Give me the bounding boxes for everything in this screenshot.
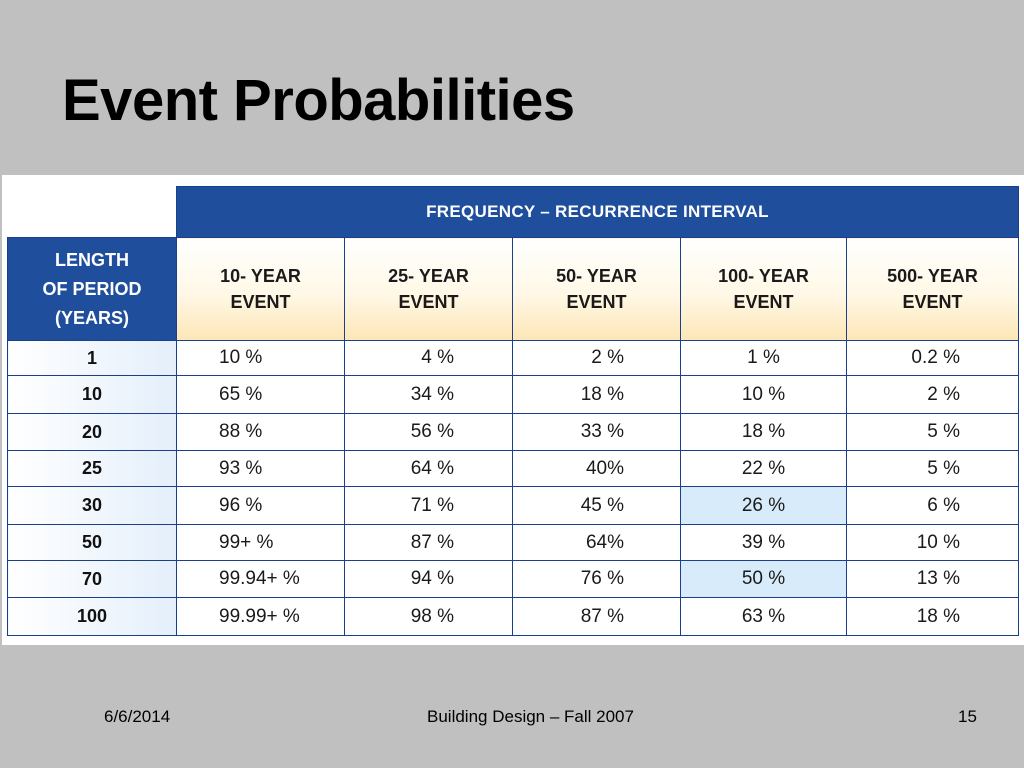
column-header-line: EVENT [230, 292, 291, 312]
probability-cell: 88 % [176, 413, 345, 451]
table-row: 50 99+ % 87 % 64% 39 % 10 % [7, 524, 1019, 561]
table-row: 30 96 % 71 % 45 % 26 % 6 % [7, 486, 1019, 525]
column-header-row: LENGTH OF PERIOD (YEARS) 10- YEAR EVENT 25… [7, 237, 1019, 341]
probability-cell: 13 % [846, 560, 1019, 598]
probability-cell: 99.99+ % [176, 597, 345, 636]
column-header-line: 500- YEAR [887, 266, 978, 286]
probability-cell: 63 % [680, 597, 847, 636]
column-header-line: 25- YEAR [388, 266, 469, 286]
table-row: 1 10 % 4 % 2 % 1 % 0.2 % [7, 340, 1019, 376]
probability-cell: 33 % [512, 413, 681, 451]
period-cell: 30 [7, 486, 177, 525]
table-row: 100 99.99+ % 98 % 87 % 63 % 18 % [7, 597, 1019, 636]
table-row: 70 99.94+ % 94 % 76 % 50 % 13 % [7, 560, 1019, 598]
period-cell: 100 [7, 597, 177, 636]
probability-cell: 18 % [680, 413, 847, 451]
probability-cell: 10 % [176, 340, 345, 376]
probability-cell: 50 % [680, 560, 847, 598]
probability-cell: 10 % [846, 524, 1019, 561]
probability-cell: 45 % [512, 486, 681, 525]
length-of-period-header: LENGTH OF PERIOD (YEARS) [7, 237, 177, 341]
probability-cell: 87 % [344, 524, 513, 561]
probability-cell: 18 % [846, 597, 1019, 636]
probability-cell: 76 % [512, 560, 681, 598]
page-number: 15 [958, 707, 977, 726]
probability-cell: 10 % [680, 375, 847, 414]
probability-cell: 18 % [512, 375, 681, 414]
period-cell: 25 [7, 450, 177, 487]
slide-title: Event Probabilities [62, 68, 575, 133]
probability-cell: 26 % [680, 486, 847, 525]
probability-cell: 64% [512, 524, 681, 561]
probability-cell: 2 % [512, 340, 681, 376]
probability-cell: 87 % [512, 597, 681, 636]
column-header-line: EVENT [733, 292, 794, 312]
probability-cell: 4 % [344, 340, 513, 376]
probability-cell: 22 % [680, 450, 847, 487]
group-header-row: FREQUENCY – RECURRENCE INTERVAL [7, 186, 1019, 238]
footer-course: Building Design – Fall 2007 [427, 707, 634, 726]
column-header-line: EVENT [566, 292, 627, 312]
table-row: 10 65 % 34 % 18 % 10 % 2 % [7, 375, 1019, 414]
probability-cell: 98 % [344, 597, 513, 636]
row-header-line: OF PERIOD [42, 278, 142, 299]
probability-cell: 0.2 % [846, 340, 1019, 376]
probability-cell: 34 % [344, 375, 513, 414]
probability-table: FREQUENCY – RECURRENCE INTERVAL LENGTH O… [7, 186, 1019, 636]
probability-cell: 71 % [344, 486, 513, 525]
table-body: 1 10 % 4 % 2 % 1 % 0.2 % 10 65 % 34 % 18 % 10 % 2 %… [7, 340, 1019, 636]
probability-cell: 99+ % [176, 524, 345, 561]
probability-cell: 65 % [176, 375, 345, 414]
period-cell: 70 [7, 560, 177, 598]
period-cell: 10 [7, 375, 177, 414]
footer-date: 6/6/2014 [104, 707, 171, 726]
column-header-line: EVENT [398, 292, 459, 312]
probability-cell: 93 % [176, 450, 345, 487]
table-row: 20 88 % 56 % 33 % 18 % 5 % [7, 413, 1019, 451]
probability-cell: 39 % [680, 524, 847, 561]
row-header-line: (YEARS) [54, 307, 129, 328]
column-header-line: EVENT [902, 292, 963, 312]
row-header-line: LENGTH [55, 249, 129, 270]
probability-cell: 56 % [344, 413, 513, 451]
period-cell: 50 [7, 524, 177, 561]
column-header-5: 500- YEAR EVENT [846, 237, 1019, 341]
probability-cell: 2 % [846, 375, 1019, 414]
column-header-line: 50- YEAR [556, 266, 637, 286]
period-cell: 1 [7, 340, 177, 376]
probability-cell: 5 % [846, 450, 1019, 487]
column-header-4: 100- YEAR EVENT [680, 237, 847, 341]
column-header-2: 25- YEAR EVENT [344, 237, 513, 341]
table-row: 25 93 % 64 % 40% 22 % 5 % [7, 450, 1019, 487]
frequency-header: FREQUENCY – RECURRENCE INTERVAL [176, 186, 1019, 238]
probability-cell: 99.94+ % [176, 560, 345, 598]
probability-cell: 64 % [344, 450, 513, 487]
corner-blank [7, 186, 177, 238]
period-cell: 20 [7, 413, 177, 451]
probability-cell: 40% [512, 450, 681, 487]
probability-cell: 6 % [846, 486, 1019, 525]
column-header-line: 10- YEAR [220, 266, 301, 286]
table-panel: FREQUENCY – RECURRENCE INTERVAL LENGTH O… [2, 175, 1024, 645]
column-header-1: 10- YEAR EVENT [176, 237, 345, 341]
probability-cell: 96 % [176, 486, 345, 525]
column-header-line: 100- YEAR [718, 266, 809, 286]
column-header-3: 50- YEAR EVENT [512, 237, 681, 341]
probability-cell: 94 % [344, 560, 513, 598]
probability-cell: 1 % [680, 340, 847, 376]
probability-cell: 5 % [846, 413, 1019, 451]
